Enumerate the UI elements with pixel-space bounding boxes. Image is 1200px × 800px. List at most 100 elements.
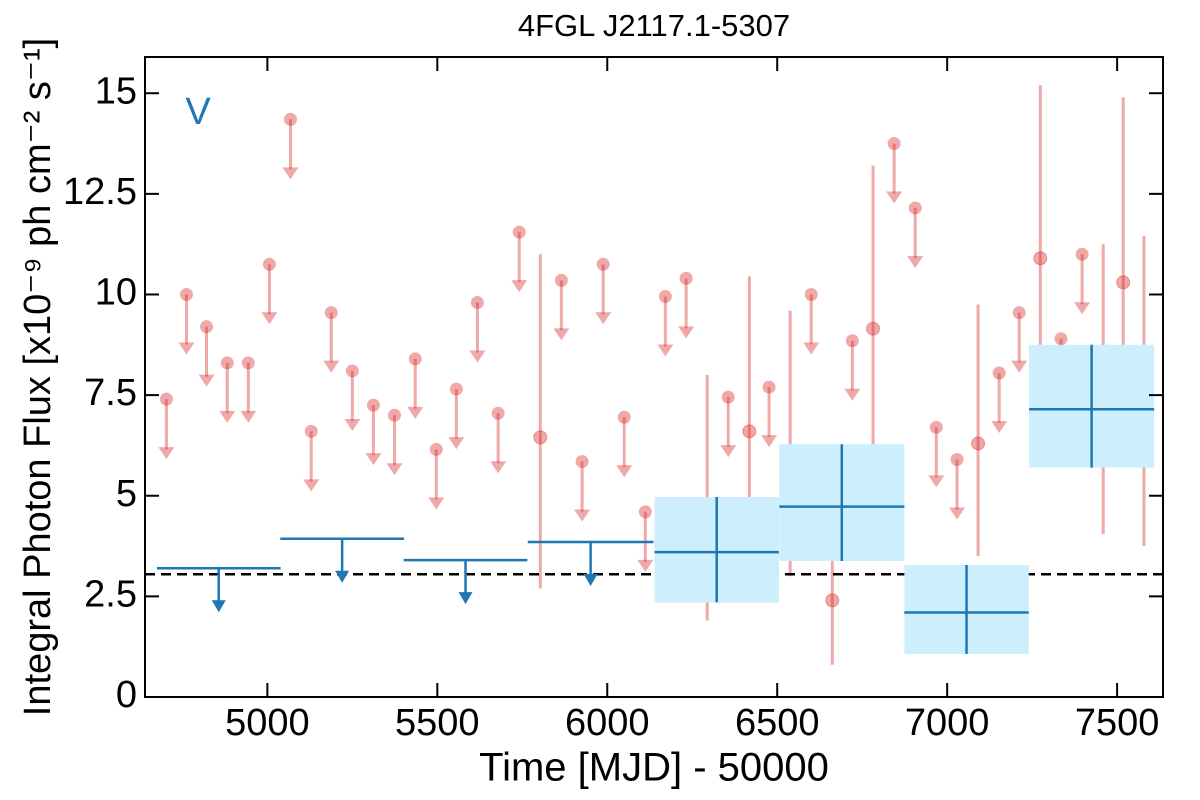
upper-limit-arrowhead [1074, 302, 1091, 315]
data-point [324, 306, 338, 320]
data-point [1012, 306, 1026, 320]
data-point [262, 257, 276, 271]
upper-limit-arrowhead [616, 465, 633, 478]
x-tick-label: 7500 [1075, 702, 1160, 744]
data-point [825, 593, 840, 608]
data-point [1033, 251, 1048, 266]
data-point [491, 406, 505, 420]
data-point [866, 321, 881, 336]
y-tick-label: 10 [95, 272, 137, 314]
upper-limit-arrowhead [803, 342, 820, 355]
upper-limit-arrowhead [637, 559, 654, 572]
upper-limit-arrowhead [240, 410, 257, 423]
data-point [887, 137, 901, 151]
data-point [638, 505, 652, 519]
x-tick-label: 5500 [395, 702, 480, 744]
y-tick-label: 5 [116, 473, 137, 515]
upper-limit-arrowhead [886, 191, 903, 204]
annotation: V [185, 91, 211, 133]
data-point [366, 398, 380, 412]
upper-limit-arrowhead [428, 497, 445, 510]
data-point [283, 112, 297, 126]
upper-limit-arrowhead [448, 437, 465, 450]
plot-frame [144, 56, 1164, 698]
upper-limit-arrowhead [211, 600, 226, 613]
upper-limit-arrowhead [657, 344, 674, 357]
upper-limit-arrowhead [1011, 360, 1028, 373]
upper-limit-arrowhead [469, 350, 486, 363]
y-tick-label: 12.5 [63, 171, 137, 213]
data-point [345, 364, 359, 378]
data-point [241, 356, 255, 370]
upper-limit-arrowhead [323, 360, 340, 373]
data-point [804, 287, 818, 301]
data-point [408, 352, 422, 366]
upper-limit-arrowhead [178, 342, 195, 355]
data-point [1116, 275, 1131, 290]
upper-limit-arrowhead [198, 374, 215, 387]
data-point [950, 453, 964, 467]
data-point [512, 225, 526, 239]
data-point [971, 436, 986, 451]
data-point [992, 366, 1006, 380]
upper-limit-arrowhead [344, 418, 361, 431]
y-tick-label: 2.5 [84, 573, 137, 615]
data-point [679, 271, 693, 285]
data-point [929, 420, 943, 434]
data-point [1054, 332, 1068, 346]
upper-limit-arrowhead [574, 509, 591, 522]
y-tick-label: 15 [95, 70, 137, 112]
data-point [845, 334, 859, 348]
data-point [159, 392, 173, 406]
x-axis-label: Time [MJD] - 50000 [479, 746, 829, 790]
data-point [449, 382, 463, 396]
upper-limit-arrowhead [761, 435, 778, 448]
upper-limit-arrowhead [490, 461, 507, 474]
y-tick-label: 7.5 [84, 372, 137, 414]
data-point [1075, 247, 1089, 261]
data-point [596, 257, 610, 271]
x-tick-label: 5000 [225, 702, 310, 744]
data-point [554, 273, 568, 287]
y-axis-label: Integral Photon Flux [x10⁻⁹ ph cm⁻² s⁻¹] [17, 38, 59, 716]
upper-limit-arrowhead [720, 445, 737, 458]
chart-title: 4FGL J2117.1-5307 [518, 8, 790, 43]
data-point [304, 424, 318, 438]
upper-limit-arrowhead [553, 328, 570, 341]
data-point [470, 296, 484, 310]
data-point [387, 408, 401, 422]
data-point [179, 287, 193, 301]
upper-limit-arrowhead [583, 574, 598, 587]
data-point [721, 390, 735, 404]
data-point [658, 289, 672, 303]
x-tick-label: 6500 [735, 702, 820, 744]
x-tick-label: 6000 [565, 702, 650, 744]
upper-limit-arrowhead [158, 447, 175, 460]
upper-limit-arrowhead [335, 570, 350, 583]
upper-limit-arrowhead [907, 255, 924, 268]
upper-limit-arrowhead [511, 280, 528, 293]
upper-limit-arrowhead [219, 410, 236, 423]
upper-limit-arrowhead [261, 312, 278, 325]
upper-limit-arrowhead [407, 406, 424, 419]
upper-limit-arrowhead [282, 167, 299, 180]
data-point [220, 356, 234, 370]
data-point [575, 455, 589, 469]
upper-limit-arrowhead [365, 453, 382, 466]
upper-limit-arrowhead [991, 420, 1008, 433]
x-tick-label: 7000 [905, 702, 990, 744]
data-point [742, 424, 757, 439]
data-point [533, 430, 548, 445]
upper-limit-arrowhead [949, 507, 966, 520]
upper-limit-arrowhead [595, 312, 612, 325]
upper-limit-arrowhead [928, 475, 945, 488]
data-point [429, 442, 443, 456]
upper-limit-arrowhead [303, 479, 320, 492]
upper-limit-arrowhead [844, 388, 861, 401]
data-point [908, 201, 922, 215]
upper-limit-arrowhead [458, 592, 473, 605]
data-point [762, 380, 776, 394]
upper-limit-arrowhead [678, 326, 695, 339]
